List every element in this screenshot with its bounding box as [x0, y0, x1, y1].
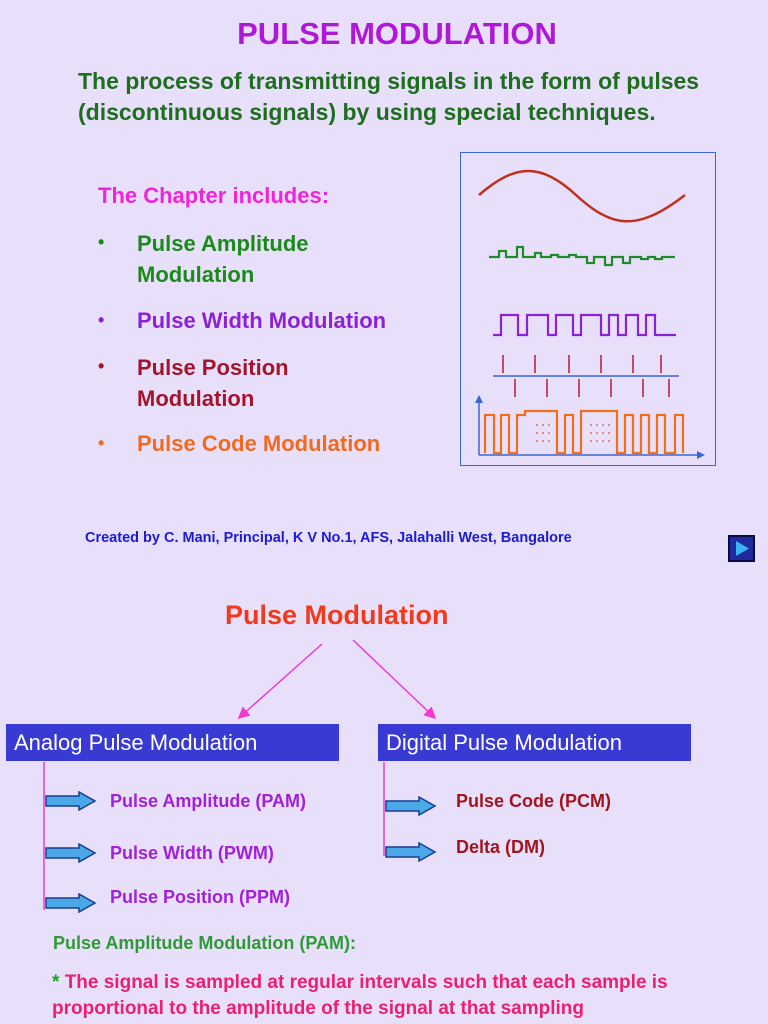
- bullet-dot: •: [98, 356, 105, 376]
- next-slide-button[interactable]: [728, 535, 755, 562]
- waveform-illustration: [460, 152, 716, 466]
- play-triangle-icon: [736, 541, 749, 556]
- analog-item-pwm: Pulse Width (PWM): [110, 843, 274, 863]
- topic-pulse-amplitude: Pulse Amplitude Modulation: [137, 231, 309, 287]
- star-marker: *: [52, 972, 60, 993]
- author-credit: Created by C. Mani, Principal, K V No.1,…: [85, 530, 572, 546]
- pam-description-text: The signal is sampled at regular interva…: [52, 972, 668, 1019]
- connector-to-analog: [237, 643, 323, 719]
- analog-item-ppm: Pulse Position (PPM): [110, 887, 291, 907]
- bullet-dot: •: [98, 310, 105, 330]
- chapter-heading: The Chapter includes:: [98, 183, 330, 208]
- topic-pulse-width: Pulse Width Modulation: [137, 308, 387, 333]
- pam-pulse-train: [489, 245, 675, 267]
- topic-pulse-code: Pulse Code Modulation: [137, 431, 381, 456]
- connector-to-digital: [352, 639, 437, 720]
- pam-section-heading: Pulse Amplitude Modulation (PAM):: [53, 933, 356, 953]
- pcm-x-arrow: [697, 451, 705, 459]
- arrow-icon: [385, 842, 437, 862]
- analog-sine-wave: [478, 169, 686, 223]
- digital-item-dm: Delta (DM): [456, 837, 545, 857]
- diagram-root-title: Pulse Modulation: [225, 600, 449, 630]
- pam-description: * The signal is sampled at regular inter…: [52, 970, 752, 1022]
- analog-category-box: Analog Pulse Modulation: [6, 724, 339, 761]
- digital-category-box: Digital Pulse Modulation: [378, 724, 691, 761]
- pwm-pulse-train: [493, 313, 676, 337]
- arrow-icon: [385, 796, 437, 816]
- arrow-icon: [45, 791, 97, 811]
- bullet-dot: •: [98, 232, 105, 252]
- arrow-icon: [45, 893, 97, 913]
- intro-paragraph: The process of transmitting signals in t…: [78, 68, 700, 125]
- topic-pulse-position: Pulse Position Modulation: [137, 355, 289, 411]
- arrow-icon: [45, 843, 97, 863]
- ppm-pulses: [502, 355, 670, 397]
- digital-item-pcm: Pulse Code (PCM): [456, 791, 612, 811]
- pcm-y-arrow: [475, 395, 483, 403]
- pcm-dots: [536, 424, 610, 442]
- pcm-pulse-train: [483, 409, 685, 455]
- page-title: PULSE MODULATION: [237, 16, 557, 51]
- analog-item-pam: Pulse Amplitude (PAM): [110, 791, 307, 811]
- bullet-dot: •: [98, 433, 105, 453]
